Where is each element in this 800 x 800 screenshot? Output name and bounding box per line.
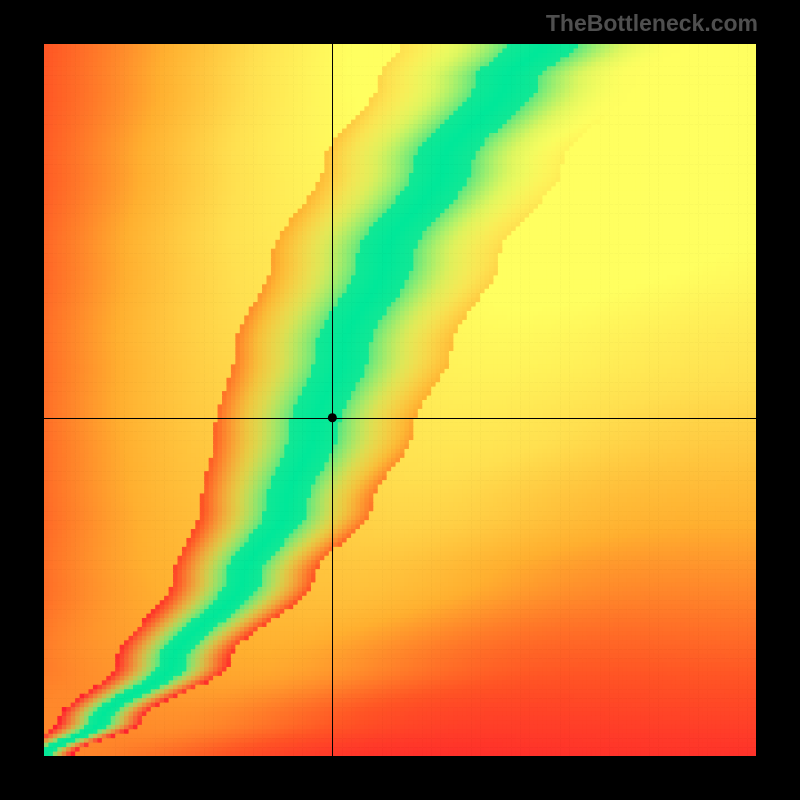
heatmap-canvas	[44, 44, 756, 756]
heatmap-plot	[44, 44, 756, 756]
watermark-text: TheBottleneck.com	[546, 10, 758, 37]
figure-container: TheBottleneck.com	[0, 0, 800, 800]
